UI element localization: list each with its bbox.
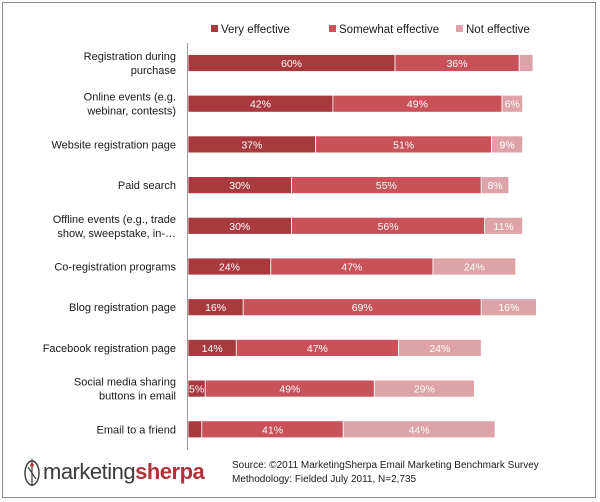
category-label: Registration during [84,51,176,63]
data-label: 30% [229,180,250,192]
data-label: 24% [219,262,240,274]
data-label: 49% [279,384,300,396]
bar-segment [480,298,537,317]
bar-segment [342,420,496,439]
data-label: 36% [447,58,468,70]
data-label: 29% [414,384,435,396]
category-label: Social media sharing [74,377,176,389]
bar-segment [187,420,203,439]
data-label: 47% [307,343,328,355]
logo-text-sherpa: sherpa [135,459,205,484]
category-label: webinar, contests) [86,106,176,118]
data-label: 60% [281,58,302,70]
data-label: 42% [250,99,271,111]
data-label: 49% [407,99,428,111]
legend-swatch [211,25,218,32]
category-label: Paid search [118,180,176,192]
data-label: 11% [494,221,514,233]
logo-text-marketing: marketing [43,459,136,484]
bar-segment [491,135,524,154]
data-label: 8% [487,180,502,192]
category-label: show, sweepstake, in-… [57,228,176,240]
data-label: 56% [378,221,399,233]
source-note: Source: ©2011 MarketingSherpa Email Mark… [232,459,582,487]
data-label: 51% [393,139,414,151]
data-label: 24% [464,262,485,274]
marketingsherpa-logo: marketingsherpa [23,455,205,489]
category-label: Online events (e.g. [84,92,176,104]
data-label: 41% [262,424,283,436]
data-label: 69% [352,302,373,314]
data-label: 9% [500,139,515,151]
methodology-line: Methodology: Fielded July 2011, N=2,735 [232,474,417,485]
category-label: Blog registration page [69,302,176,314]
legend-label: Not effective [466,24,530,36]
data-label: 14% [202,343,223,355]
data-label: 37% [241,139,262,151]
category-label: buttons in email [99,391,176,403]
bar-segment [398,338,482,357]
data-label: 16% [205,302,226,314]
source-line: Source: ©2011 MarketingSherpa Email Mark… [232,460,539,471]
category-label: Co-registration programs [54,262,176,274]
data-label: 5% [189,384,204,396]
data-label: 44% [409,424,430,436]
bar-segment [484,216,524,235]
data-label: 47% [341,262,362,274]
bar-segment [518,54,534,72]
legend-label: Somewhat effective [339,24,439,36]
category-label: purchase [131,65,176,77]
data-label: 6% [505,99,520,111]
data-label: 55% [376,180,397,192]
stacked-bar-chart: Very effective Somewhat effective Not effe… [43,24,537,450]
bar-segment [373,379,475,398]
category-label: Email to a friend [97,424,176,436]
category-label: Offline events (e.g., trade [53,214,176,226]
data-label: 30% [229,221,250,233]
legend-swatch [329,25,336,32]
category-label: Website registration page [51,139,176,151]
category-label: Facebook registration page [43,343,176,355]
legend-label: Very effective [221,24,290,36]
legend-swatch [456,25,463,32]
data-label: 16% [498,302,519,314]
data-label: 24% [429,343,450,355]
bar-segment [501,94,524,113]
chart-frame: Very effective Somewhat effective Not effe… [2,2,596,498]
sherpa-figure-icon [24,459,40,486]
bar-segment [432,257,517,276]
bar-segment [480,176,510,195]
